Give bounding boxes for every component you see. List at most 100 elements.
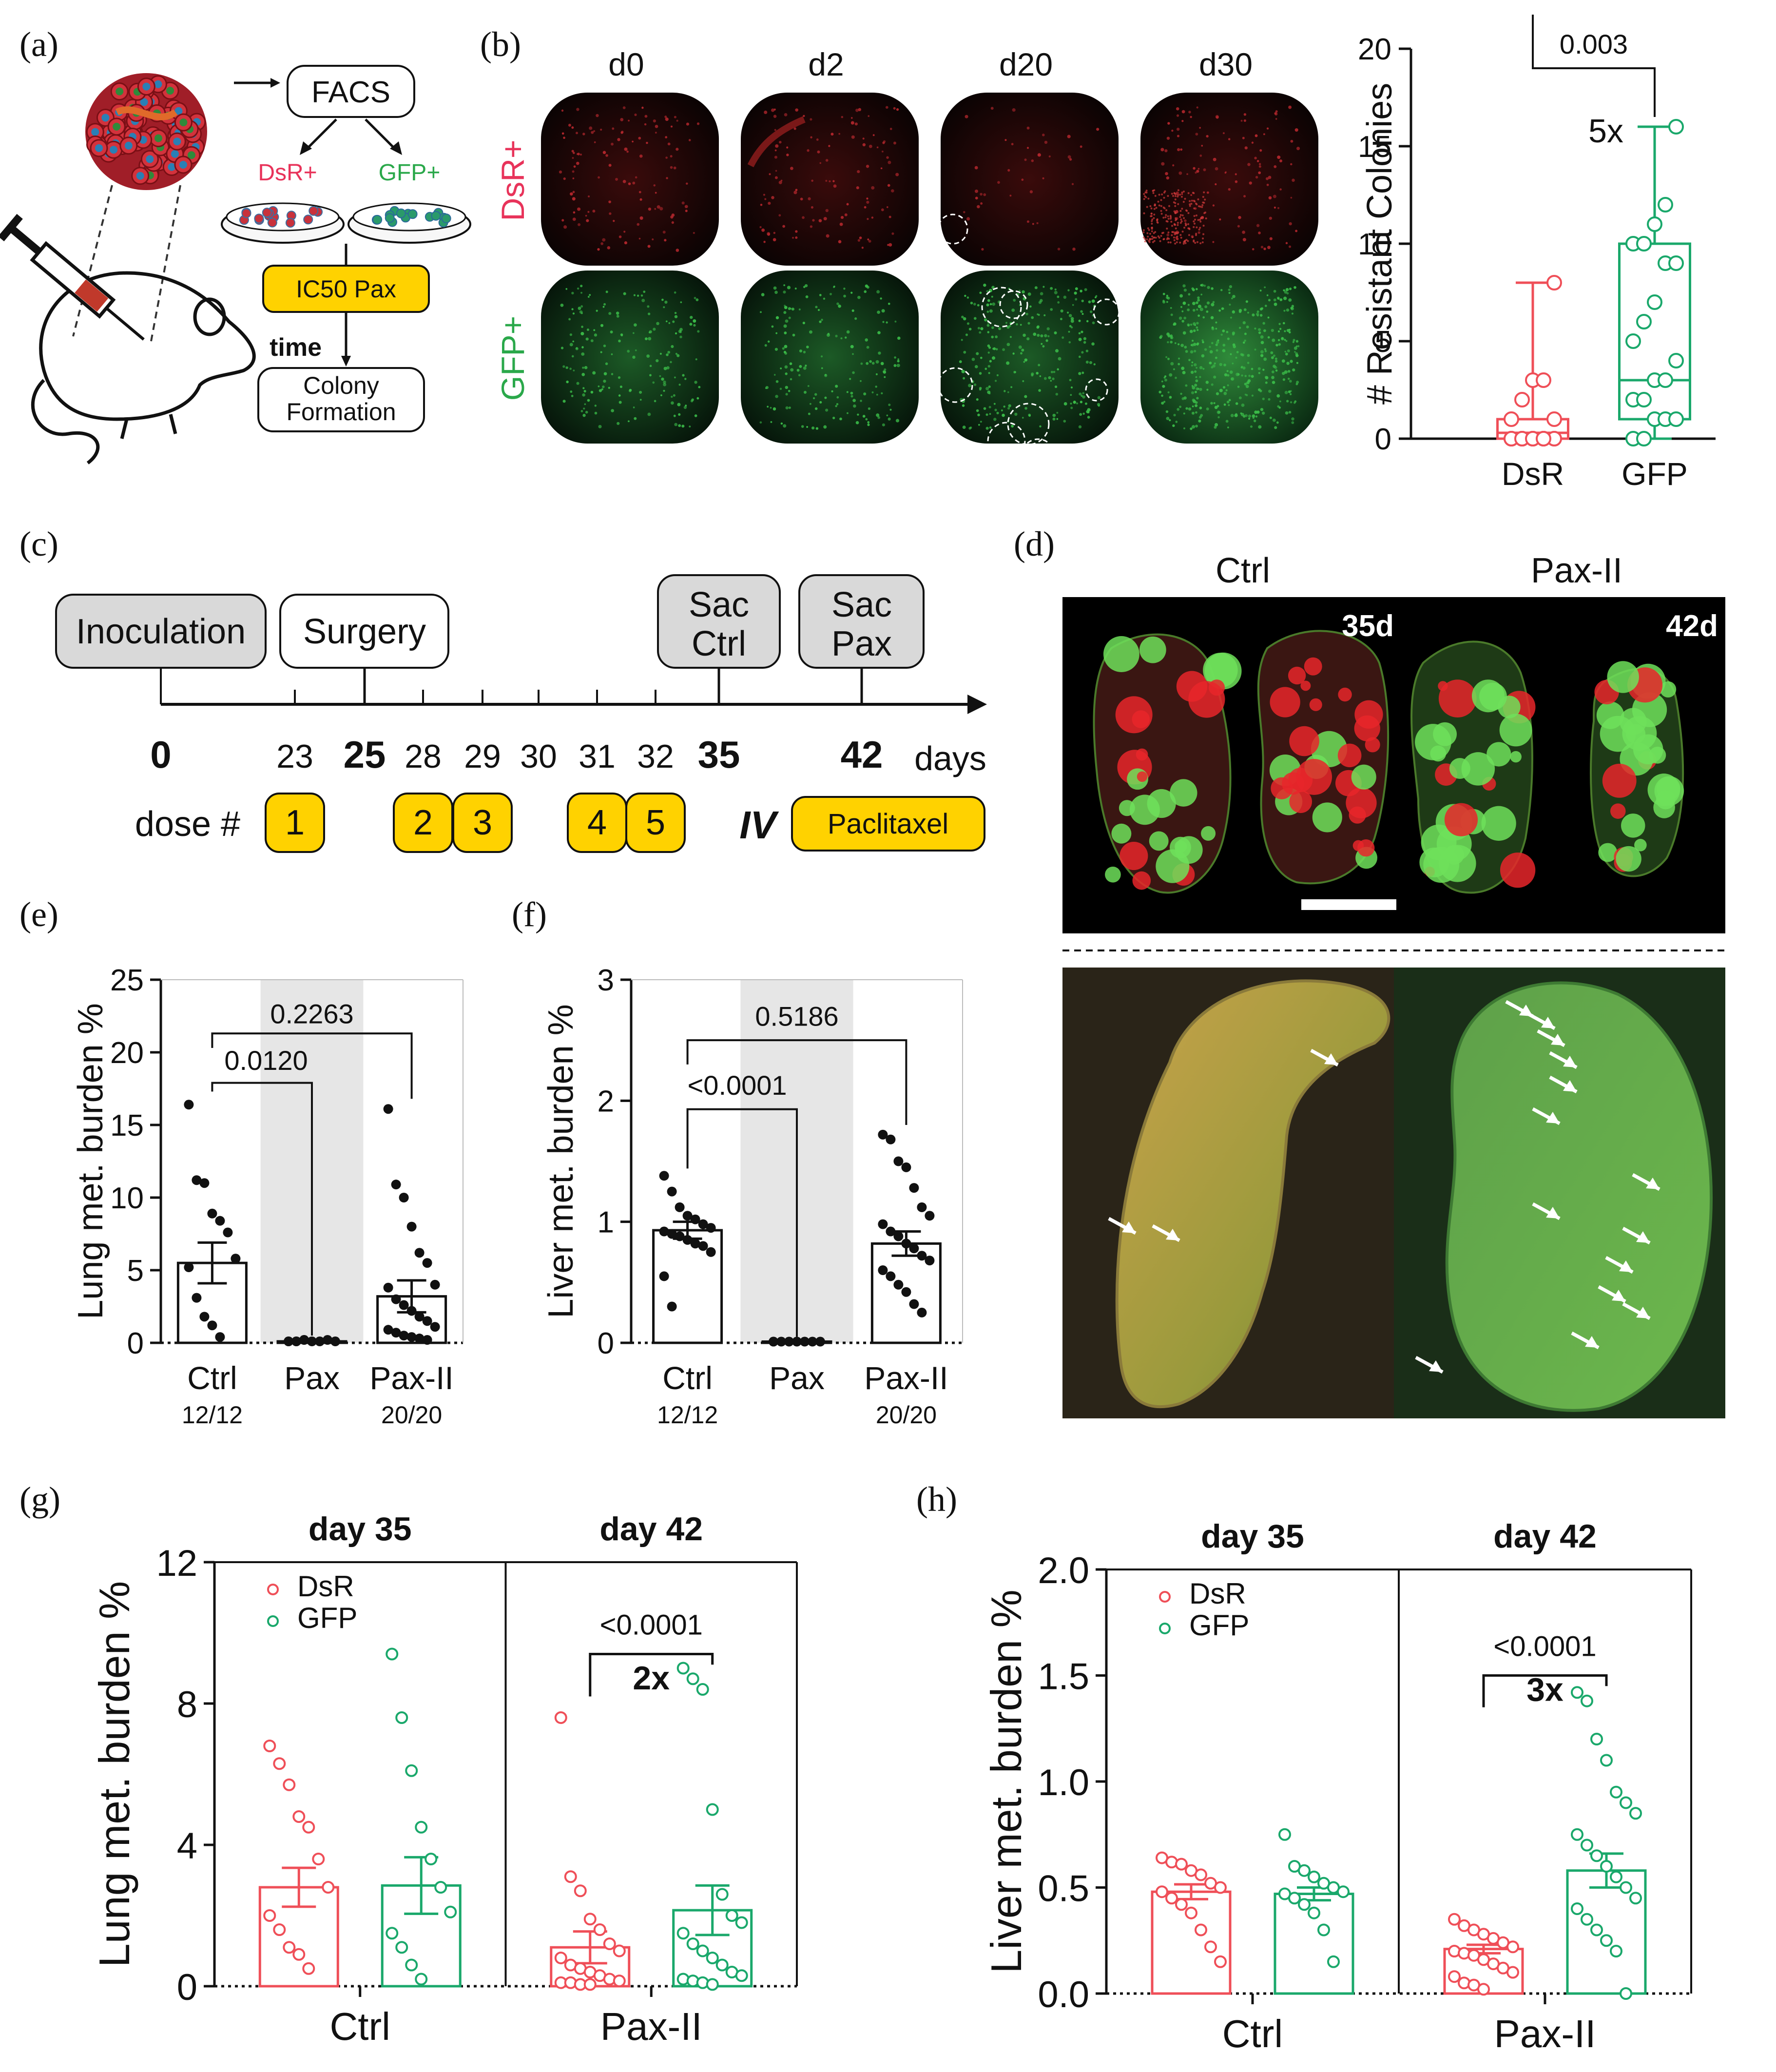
- data-point: [1620, 1881, 1632, 1894]
- data-point: [1600, 1754, 1613, 1767]
- metastasis-spot: [1510, 751, 1522, 763]
- data-point: [909, 1183, 919, 1193]
- group-title: day 42: [599, 1510, 703, 1548]
- metastasis-spot: [1139, 636, 1166, 663]
- data-point: [263, 1909, 276, 1922]
- arrow-head-icon: [1612, 1290, 1625, 1301]
- data-point: [667, 1229, 677, 1239]
- significance-bracket: [1482, 1674, 1608, 1707]
- y-tick-label: 1: [598, 1206, 614, 1239]
- box-point: [1636, 314, 1652, 329]
- box-point: [1536, 372, 1551, 388]
- data-point: [613, 1975, 626, 1988]
- data-point: [808, 1336, 817, 1347]
- data-point: [1448, 1913, 1461, 1926]
- data-point: [1327, 1955, 1340, 1968]
- colony-outline: [1021, 438, 1056, 473]
- data-point: [391, 1180, 401, 1190]
- data-point: [776, 1336, 786, 1347]
- y-tick-label: 15: [1358, 130, 1391, 164]
- metastasis-spot: [1300, 680, 1311, 691]
- metastasis-spot: [1438, 679, 1477, 717]
- data-point: [925, 1211, 935, 1221]
- box-point: [1636, 236, 1652, 252]
- timeline-tick-label: 23: [276, 738, 313, 775]
- metastasis-spot: [1449, 758, 1470, 779]
- y-tick-label: 15: [110, 1109, 144, 1143]
- tumor-cluster-illustration: [85, 73, 207, 190]
- data-point: [405, 1958, 418, 1972]
- x-sublabel: 20/20: [876, 1401, 937, 1429]
- data-point: [414, 1248, 425, 1258]
- data-point: [1590, 1733, 1603, 1745]
- p-value-label: 0.003: [1560, 29, 1628, 59]
- data-point: [1278, 1828, 1291, 1841]
- y-tick-label: 0.5: [1038, 1868, 1089, 1910]
- sac-pax-label-1: Sac: [831, 585, 892, 624]
- data-point: [199, 1178, 210, 1188]
- liver-pax2-shape: [1445, 981, 1713, 1412]
- metastasis-spot: [1461, 752, 1495, 786]
- colony-outline: [1093, 298, 1120, 326]
- box-point: [1546, 275, 1562, 290]
- metastasis-spot: [1170, 779, 1197, 807]
- data-point: [706, 1223, 716, 1233]
- y-tick-label: 0: [598, 1327, 614, 1360]
- data-point: [1506, 1966, 1519, 1979]
- data-point: [784, 1336, 794, 1347]
- data-point: [215, 1216, 225, 1226]
- box-point: [1647, 294, 1662, 310]
- metastasis-spot: [1120, 841, 1148, 871]
- y-axis-label: Liver met. burden %: [541, 1004, 580, 1318]
- metastasis-spot: [1289, 726, 1319, 756]
- data-point: [283, 1778, 296, 1791]
- data-point: [554, 1952, 567, 1964]
- timeline-tick-label: 30: [520, 738, 557, 775]
- data-point: [414, 1334, 425, 1344]
- x-group-label: Ctrl: [1222, 2012, 1283, 2055]
- time-label: time: [270, 333, 322, 362]
- data-point: [430, 1322, 440, 1332]
- data-point: [1298, 1864, 1311, 1877]
- x-sublabel: 12/12: [657, 1401, 718, 1429]
- data-point: [231, 1254, 241, 1264]
- colony-outline: [999, 290, 1028, 319]
- data-point: [422, 1316, 432, 1326]
- dsr-dish-illustration: [221, 202, 345, 244]
- fold-label: 5x: [1588, 113, 1623, 150]
- x-category-label: Pax-II: [369, 1360, 453, 1396]
- bracket-ctrl-pax2: [211, 1032, 413, 1099]
- dose-number: 1: [285, 803, 305, 842]
- row-label-dsr: DsR+: [495, 140, 531, 221]
- data-point: [769, 1336, 778, 1347]
- data-point: [315, 1336, 325, 1347]
- data-point: [391, 1328, 401, 1338]
- data-point: [583, 1978, 597, 1991]
- data-point: [395, 1711, 408, 1724]
- data-point: [299, 1335, 309, 1345]
- data-point: [1204, 1940, 1217, 1954]
- data-point: [1571, 1828, 1583, 1841]
- data-point: [659, 1271, 669, 1281]
- metastasis-spot: [1175, 836, 1203, 864]
- data-point: [1629, 1807, 1642, 1820]
- day-label-d30: d30: [1199, 46, 1253, 82]
- data-point: [1610, 1945, 1622, 1957]
- metastasis-spot: [1481, 806, 1516, 841]
- data-point: [909, 1299, 919, 1309]
- y-tick-label: 0: [127, 1327, 144, 1360]
- arrow-head-icon: [1546, 1112, 1560, 1123]
- data-point: [667, 1186, 677, 1197]
- data-point: [405, 1764, 418, 1777]
- data-point: [1571, 1686, 1583, 1699]
- data-point: [1298, 1898, 1311, 1911]
- data-point: [735, 1916, 748, 1929]
- dose-number: 3: [473, 803, 492, 842]
- box-point: [1514, 392, 1530, 407]
- data-point: [291, 1336, 301, 1347]
- metastasis-spot: [1271, 777, 1293, 799]
- colony-label-line1: Colony: [303, 372, 379, 399]
- metastasis-spot: [1444, 845, 1465, 865]
- metastasis-spot: [1270, 687, 1300, 717]
- y-axis-label: Lung met. burden %: [71, 1003, 110, 1319]
